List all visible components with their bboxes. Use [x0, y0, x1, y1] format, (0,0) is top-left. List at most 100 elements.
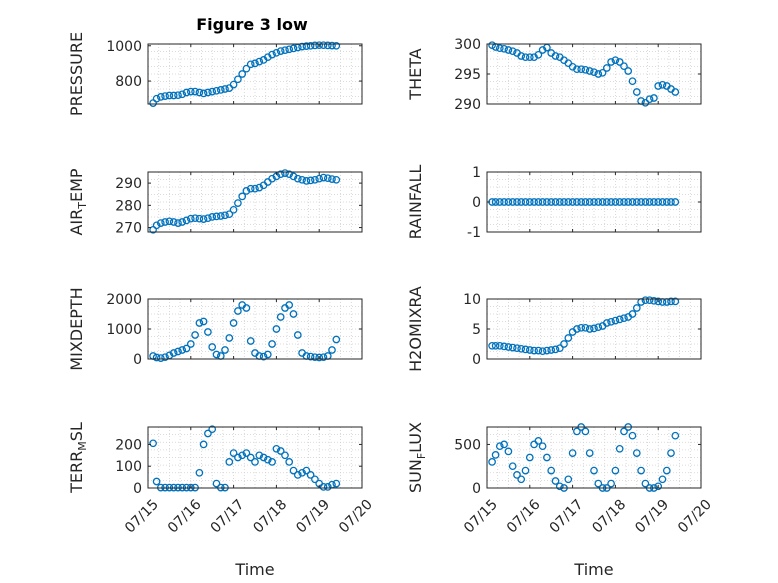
data-point	[319, 173, 328, 182]
data-point	[212, 350, 221, 359]
data-point	[517, 475, 526, 484]
data-point	[564, 334, 573, 342]
y-axis-label-part: TERR	[67, 451, 86, 494]
y-axis-label: H2OMIXRA	[406, 286, 425, 372]
data-point	[251, 458, 259, 466]
data-point	[255, 451, 264, 460]
data-point	[598, 198, 607, 206]
grid-lines	[147, 299, 363, 359]
data-point	[525, 53, 534, 62]
data-point	[272, 444, 281, 453]
data-point	[306, 41, 315, 50]
data-point	[500, 342, 508, 351]
data-point	[590, 324, 598, 333]
data-point	[174, 347, 182, 356]
data-point	[281, 169, 289, 177]
y-axis-label-part: SL	[67, 422, 86, 441]
data-point	[615, 444, 624, 453]
data-point	[332, 175, 341, 184]
data-point	[225, 334, 234, 342]
data-point	[538, 442, 547, 451]
data-point	[268, 50, 276, 59]
data-point	[594, 70, 603, 78]
data-point	[229, 205, 238, 214]
data-series	[149, 169, 341, 234]
data-point	[641, 479, 650, 488]
data-point	[293, 174, 302, 183]
data-point	[564, 198, 573, 206]
data-point	[298, 42, 306, 51]
data-point	[242, 64, 251, 73]
data-point	[234, 307, 242, 315]
data-point	[191, 214, 199, 223]
data-point	[161, 218, 169, 226]
data-point	[285, 45, 294, 54]
y-tick-label: 1	[472, 165, 481, 181]
data-point	[328, 346, 336, 354]
data-point	[216, 212, 225, 220]
data-point	[238, 70, 247, 78]
data-point	[581, 427, 590, 436]
data-point	[568, 198, 577, 206]
data-point	[538, 347, 547, 356]
data-point	[525, 198, 534, 206]
subplot-rainfall: -1 0 1 RAINFALL	[406, 165, 702, 241]
subplot-air-temp: 270 280 290 AIRTEMP	[67, 168, 363, 237]
data-point	[285, 301, 294, 309]
data-point	[628, 310, 637, 318]
data-point	[208, 87, 217, 96]
data-point	[174, 91, 182, 100]
data-point	[149, 439, 157, 448]
data-point	[259, 453, 268, 462]
data-point	[221, 211, 229, 220]
data-point	[495, 44, 504, 53]
data-point	[581, 323, 590, 332]
y-tick-label: 280	[115, 198, 142, 214]
data-point	[259, 352, 268, 361]
data-point	[246, 184, 255, 193]
y-tick-label: 0	[472, 352, 481, 368]
data-point	[178, 90, 187, 99]
data-point	[543, 453, 551, 462]
data-point	[517, 198, 526, 206]
data-point	[573, 427, 581, 436]
data-point	[251, 59, 259, 68]
data-point	[152, 353, 161, 362]
data-point	[671, 297, 680, 306]
data-point	[169, 349, 178, 357]
y-axis-label-subscript: M	[76, 441, 89, 451]
data-point	[611, 316, 620, 325]
data-point	[658, 198, 667, 206]
data-point	[319, 353, 328, 362]
data-point	[238, 451, 247, 460]
data-point	[199, 317, 208, 326]
data-point	[302, 42, 311, 50]
y-axis-label-part: PRESSURE	[67, 32, 86, 116]
data-point	[281, 451, 289, 460]
data-point	[594, 198, 603, 206]
x-axis-label: Time	[573, 560, 613, 579]
data-point	[547, 198, 556, 206]
data-point	[328, 175, 336, 183]
data-point	[620, 198, 628, 206]
y-tick-label: 10	[463, 292, 481, 308]
data-point	[654, 82, 663, 90]
data-point	[628, 77, 637, 86]
y-tick-label: -1	[467, 225, 481, 241]
data-point	[246, 337, 255, 345]
data-point	[276, 170, 285, 179]
data-point	[191, 331, 199, 339]
y-axis-label: AIRTEMP	[67, 168, 89, 235]
data-point	[551, 52, 560, 60]
data-point	[208, 213, 217, 221]
data-point	[204, 328, 212, 336]
x-axis-label: Time	[234, 560, 274, 579]
data-point	[221, 85, 229, 93]
grid-lines	[147, 44, 363, 104]
data-point	[311, 475, 319, 484]
data-point	[611, 198, 620, 206]
data-point	[624, 198, 633, 206]
data-point	[607, 58, 615, 66]
data-point	[152, 221, 161, 230]
